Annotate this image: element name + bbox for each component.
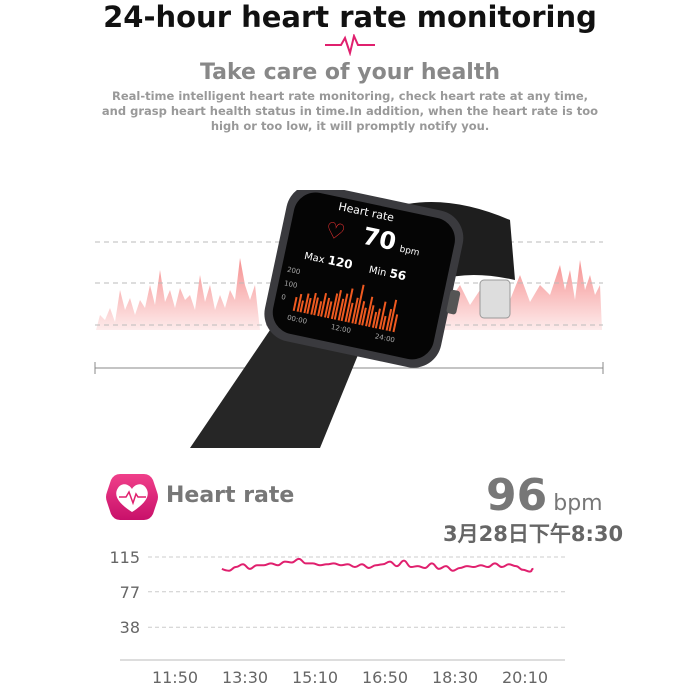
heart-pulse-icon bbox=[106, 474, 158, 520]
y-tick-label: 38 bbox=[119, 618, 140, 637]
description: Real-time intelligent heart rate monitor… bbox=[101, 89, 599, 133]
x-tick-label: 11:50 bbox=[151, 668, 199, 687]
hero-graphic bbox=[94, 190, 604, 448]
watch-crown bbox=[446, 289, 461, 315]
x-tick-label: 13:30 bbox=[221, 668, 269, 687]
y-tick-label: 77 bbox=[119, 583, 140, 602]
watch-strap-bottom bbox=[190, 330, 360, 448]
strap-buckle bbox=[479, 279, 511, 319]
bpm-value: 96 bbox=[486, 470, 548, 521]
datetime: 3月28日下午8:30 bbox=[443, 522, 624, 546]
x-tick-label: 16:50 bbox=[361, 668, 409, 687]
card-title: Heart rate bbox=[166, 483, 295, 508]
y-tick-label: 115 bbox=[109, 548, 140, 567]
watch-screen bbox=[272, 192, 455, 360]
heart-rate-wave bbox=[96, 258, 602, 330]
heart-rate-line bbox=[221, 557, 534, 573]
subtitle: Take care of your health bbox=[199, 60, 501, 85]
pulse-icon bbox=[325, 34, 375, 56]
x-tick-label: 20:10 bbox=[501, 668, 549, 687]
current-bpm: 96 bpm bbox=[486, 470, 603, 521]
bpm-unit: bpm bbox=[553, 491, 603, 516]
page-title: 24-hour heart rate monitoring bbox=[103, 0, 597, 34]
x-tick-label: 15:10 bbox=[291, 668, 339, 687]
x-tick-label: 18:30 bbox=[431, 668, 479, 687]
